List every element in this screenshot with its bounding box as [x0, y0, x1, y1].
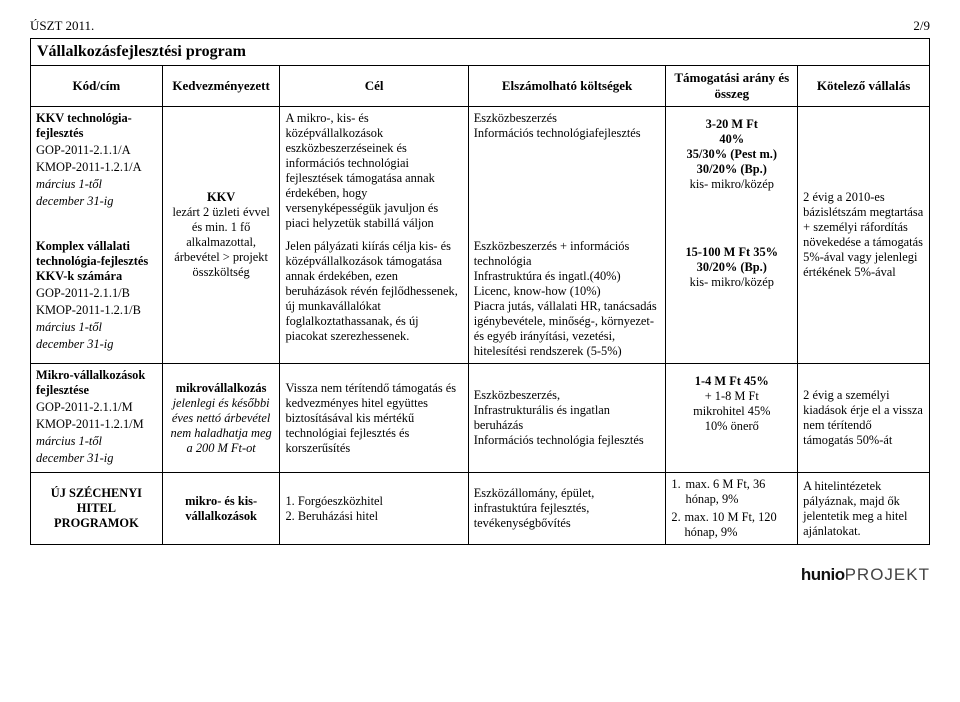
code-title: Komplex vállalati technológia-fejlesztés… [36, 239, 157, 284]
section-title: Vállalkozásfejlesztési program [30, 38, 930, 65]
code-date: március 1-től [36, 320, 157, 335]
footer-logo: hunioPROJEKT [30, 565, 930, 585]
code-date: december 31-ig [36, 194, 157, 209]
header-right: 2/9 [913, 18, 930, 34]
col-obligation: Kötelező vállalás [798, 66, 930, 107]
cell-code-1a: KKV technológia-fejlesztés GOP-2011-2.1.… [31, 107, 163, 236]
cell-beneficiary-2: mikrovállalkozás jelenlegi és későbbi év… [162, 364, 280, 473]
code-title: Mikro-vállalkozások fejlesztése [36, 368, 157, 398]
col-rate: Támogatási arány és összeg [666, 66, 798, 107]
cell-cost-2: Eszközbeszerzés, Infrastrukturális és in… [468, 364, 666, 473]
cell-rate-1a: 3-20 M Ft 40% 35/30% (Pest m.) 30/20% (B… [666, 107, 798, 236]
page-header: ÚSZT 2011. 2/9 [30, 18, 930, 34]
rate-line: mikrohitel 45% [671, 404, 792, 419]
rate-pct: 35/30% (Pest m.) [671, 147, 792, 162]
table-header-row: Kód/cím Kedvezményezett Cél Elszámolható… [31, 66, 930, 107]
code-line: KMOP-2011-1.2.1/B [36, 303, 157, 318]
code-date: március 1-től [36, 177, 157, 192]
code-date: március 1-től [36, 434, 157, 449]
rate-amount: 15-100 M Ft 35% [671, 245, 792, 260]
col-code: Kód/cím [31, 66, 163, 107]
code-date: december 31-ig [36, 451, 157, 466]
cell-goal-2: Vissza nem térítendő támogatás és kedvez… [280, 364, 468, 473]
cell-beneficiary-1: KKV lezárt 2 üzleti évvel és min. 1 fő a… [162, 107, 280, 364]
code-title: KKV technológia-fejlesztés [36, 111, 157, 141]
rate-val: max. 10 M Ft, 120 hónap, 9% [684, 510, 792, 540]
header-left: ÚSZT 2011. [30, 18, 94, 34]
footer-brand-a: hunio [801, 565, 845, 584]
cell-goal-1a: A mikro-, kis- és középvállalkozások esz… [280, 107, 468, 236]
col-costs: Elszámolható költségek [468, 66, 666, 107]
cell-goal-1b: Jelen pályázati kiírás célja kis- és köz… [280, 235, 468, 364]
rate-pct: 40% [671, 132, 792, 147]
rate-num: 1. [671, 477, 685, 507]
cell-cost-1b: Eszközbeszerzés + információs technológi… [468, 235, 666, 364]
goal-item: Beruházási hitel [298, 509, 378, 523]
table-row: ÚJ SZÉCHENYI HITEL PROGRAMOK mikro- és k… [31, 473, 930, 545]
rate-line: 10% önerő [671, 419, 792, 434]
rate-amount: 3-20 M Ft [671, 117, 792, 132]
rate-pct: 30/20% (Bp.) [671, 162, 792, 177]
rate-num: 2. [671, 510, 684, 540]
rate-val: max. 6 M Ft, 36 hónap, 9% [686, 477, 793, 507]
goal-item: Forgóeszközhitel [298, 494, 383, 508]
table-row: Mikro-vállalkozások fejlesztése GOP-2011… [31, 364, 930, 473]
rate-line: + 1-8 M Ft [671, 389, 792, 404]
rate-note: kis- mikro/közép [671, 275, 792, 290]
rate-line: 1-4 M Ft 45% [671, 374, 792, 389]
cell-obligation-3: A hitelintézetek pályáznak, majd ők jele… [798, 473, 930, 545]
code-line: KMOP-2011-1.2.1/A [36, 160, 157, 175]
code-line: GOP-2011-2.1.1/B [36, 286, 157, 301]
cell-rate-3: 1.max. 6 M Ft, 36 hónap, 9% 2.max. 10 M … [666, 473, 798, 545]
cell-goal-3: 1. Forgóeszközhitel 2. Beruházási hitel [280, 473, 468, 545]
code-line: KMOP-2011-1.2.1/M [36, 417, 157, 432]
cell-cost-3: Eszközállomány, épület, infrastuktúra fe… [468, 473, 666, 545]
footer-brand-b: PROJEKT [845, 565, 930, 584]
rate-note: kis- mikro/közép [671, 177, 792, 192]
cell-beneficiary-3: mikro- és kis-vállalkozások [162, 473, 280, 545]
code-line: GOP-2011-2.1.1/M [36, 400, 157, 415]
col-goal: Cél [280, 66, 468, 107]
main-table: Kód/cím Kedvezményezett Cél Elszámolható… [30, 65, 930, 545]
cell-rate-2: 1-4 M Ft 45% + 1-8 M Ft mikrohitel 45% 1… [666, 364, 798, 473]
cell-cost-1a: Eszközbeszerzés Információs technológiaf… [468, 107, 666, 236]
cell-obligation-1: 2 évig a 2010-es bázislétszám megtartása… [798, 107, 930, 364]
code-line: GOP-2011-2.1.1/A [36, 143, 157, 158]
rate-pct: 30/20% (Bp.) [671, 260, 792, 275]
cell-code-3: ÚJ SZÉCHENYI HITEL PROGRAMOK [31, 473, 163, 545]
cell-code-1b: Komplex vállalati technológia-fejlesztés… [31, 235, 163, 364]
cell-rate-1b: 15-100 M Ft 35% 30/20% (Bp.) kis- mikro/… [666, 235, 798, 364]
cell-code-2: Mikro-vállalkozások fejlesztése GOP-2011… [31, 364, 163, 473]
cell-obligation-2: 2 évig a személyi kiadások érje el a vis… [798, 364, 930, 473]
table-row: KKV technológia-fejlesztés GOP-2011-2.1.… [31, 107, 930, 236]
code-date: december 31-ig [36, 337, 157, 352]
col-beneficiary: Kedvezményezett [162, 66, 280, 107]
